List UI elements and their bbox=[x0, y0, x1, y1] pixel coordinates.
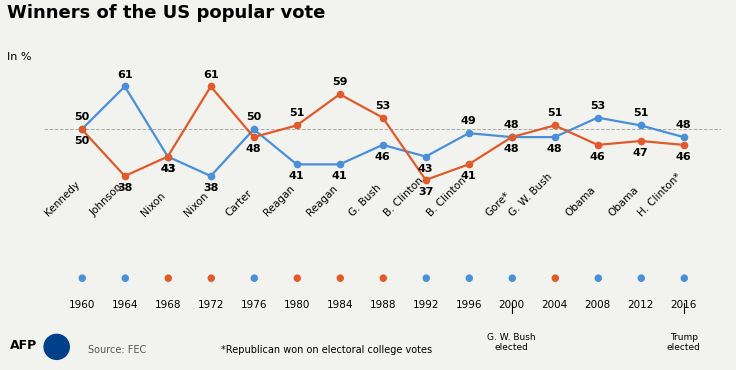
Text: ●: ● bbox=[378, 272, 387, 283]
Text: H. Clinton*: H. Clinton* bbox=[637, 171, 684, 218]
Text: 2016: 2016 bbox=[670, 300, 697, 310]
Text: 49: 49 bbox=[461, 116, 477, 126]
Text: ●: ● bbox=[551, 272, 559, 283]
Text: Source: FEC: Source: FEC bbox=[88, 345, 146, 355]
Text: 1960: 1960 bbox=[68, 300, 95, 310]
Text: 1992: 1992 bbox=[412, 300, 439, 310]
Text: Gore*: Gore* bbox=[484, 190, 512, 218]
Text: In %: In % bbox=[7, 52, 32, 62]
Text: 38: 38 bbox=[203, 183, 219, 193]
Text: 53: 53 bbox=[375, 101, 390, 111]
Text: ●: ● bbox=[637, 272, 645, 283]
Text: 1972: 1972 bbox=[197, 300, 224, 310]
Text: Obama: Obama bbox=[564, 185, 598, 218]
Text: ●: ● bbox=[292, 272, 301, 283]
Text: ●: ● bbox=[77, 272, 86, 283]
Text: G. W. Bush
elected: G. W. Bush elected bbox=[487, 333, 536, 352]
Text: ●: ● bbox=[250, 272, 258, 283]
Text: 1968: 1968 bbox=[155, 300, 181, 310]
Text: 1984: 1984 bbox=[327, 300, 353, 310]
Text: ●: ● bbox=[593, 272, 602, 283]
Text: Reagan: Reagan bbox=[305, 184, 340, 218]
Text: ●: ● bbox=[207, 272, 215, 283]
Text: 46: 46 bbox=[676, 152, 692, 162]
Text: 46: 46 bbox=[375, 152, 391, 162]
Text: 61: 61 bbox=[203, 70, 219, 80]
Text: Trump
elected: Trump elected bbox=[667, 333, 701, 352]
Text: 48: 48 bbox=[547, 144, 562, 154]
Text: ●: ● bbox=[336, 272, 344, 283]
Text: 2012: 2012 bbox=[628, 300, 654, 310]
Text: Carter: Carter bbox=[223, 188, 254, 218]
Text: *Republican won on electoral college votes: *Republican won on electoral college vot… bbox=[221, 345, 432, 355]
Text: 50: 50 bbox=[246, 112, 261, 122]
Text: B. Clinton: B. Clinton bbox=[383, 175, 425, 218]
Circle shape bbox=[44, 334, 69, 359]
Text: Nixon: Nixon bbox=[140, 191, 168, 218]
Text: 48: 48 bbox=[246, 144, 261, 154]
Text: 51: 51 bbox=[633, 108, 648, 118]
Text: 48: 48 bbox=[676, 120, 692, 130]
Text: 1976: 1976 bbox=[241, 300, 267, 310]
Text: ●: ● bbox=[121, 272, 129, 283]
Text: Kennedy: Kennedy bbox=[43, 179, 82, 218]
Text: 41: 41 bbox=[289, 171, 305, 181]
Text: 2000: 2000 bbox=[498, 300, 525, 310]
Text: Johnson: Johnson bbox=[88, 182, 125, 218]
Text: B. Clinton: B. Clinton bbox=[425, 175, 469, 218]
Text: 37: 37 bbox=[418, 187, 434, 197]
Text: 47: 47 bbox=[633, 148, 648, 158]
Text: 50: 50 bbox=[74, 136, 89, 146]
Text: 53: 53 bbox=[590, 101, 605, 111]
Text: G. W. Bush: G. W. Bush bbox=[508, 171, 555, 218]
Text: ●: ● bbox=[679, 272, 688, 283]
Text: ●: ● bbox=[163, 272, 172, 283]
Text: 41: 41 bbox=[461, 171, 476, 181]
Text: ●: ● bbox=[507, 272, 516, 283]
Text: Winners of the US popular vote: Winners of the US popular vote bbox=[7, 4, 326, 22]
Text: Reagan: Reagan bbox=[262, 184, 297, 218]
Text: 48: 48 bbox=[504, 144, 520, 154]
Text: ●: ● bbox=[422, 272, 430, 283]
Text: 61: 61 bbox=[117, 70, 132, 80]
Text: 43: 43 bbox=[418, 164, 434, 174]
Text: 1996: 1996 bbox=[456, 300, 482, 310]
Text: 50: 50 bbox=[74, 112, 89, 122]
Text: 1980: 1980 bbox=[283, 300, 310, 310]
Text: 59: 59 bbox=[332, 77, 347, 87]
Text: 2004: 2004 bbox=[542, 300, 567, 310]
Text: Obama: Obama bbox=[607, 185, 640, 218]
Text: AFP: AFP bbox=[10, 339, 38, 353]
Text: 48: 48 bbox=[504, 120, 520, 130]
Text: 2008: 2008 bbox=[584, 300, 611, 310]
Text: 1964: 1964 bbox=[112, 300, 138, 310]
Text: 43: 43 bbox=[160, 164, 175, 174]
Text: 41: 41 bbox=[332, 171, 347, 181]
Text: 46: 46 bbox=[590, 152, 606, 162]
Text: Nixon: Nixon bbox=[183, 191, 210, 218]
Text: G. Bush: G. Bush bbox=[347, 182, 383, 218]
Text: 51: 51 bbox=[547, 108, 562, 118]
Text: ●: ● bbox=[464, 272, 473, 283]
Text: 51: 51 bbox=[289, 108, 305, 118]
Text: 38: 38 bbox=[117, 183, 132, 193]
Text: 1988: 1988 bbox=[369, 300, 396, 310]
Text: 43: 43 bbox=[160, 164, 175, 174]
